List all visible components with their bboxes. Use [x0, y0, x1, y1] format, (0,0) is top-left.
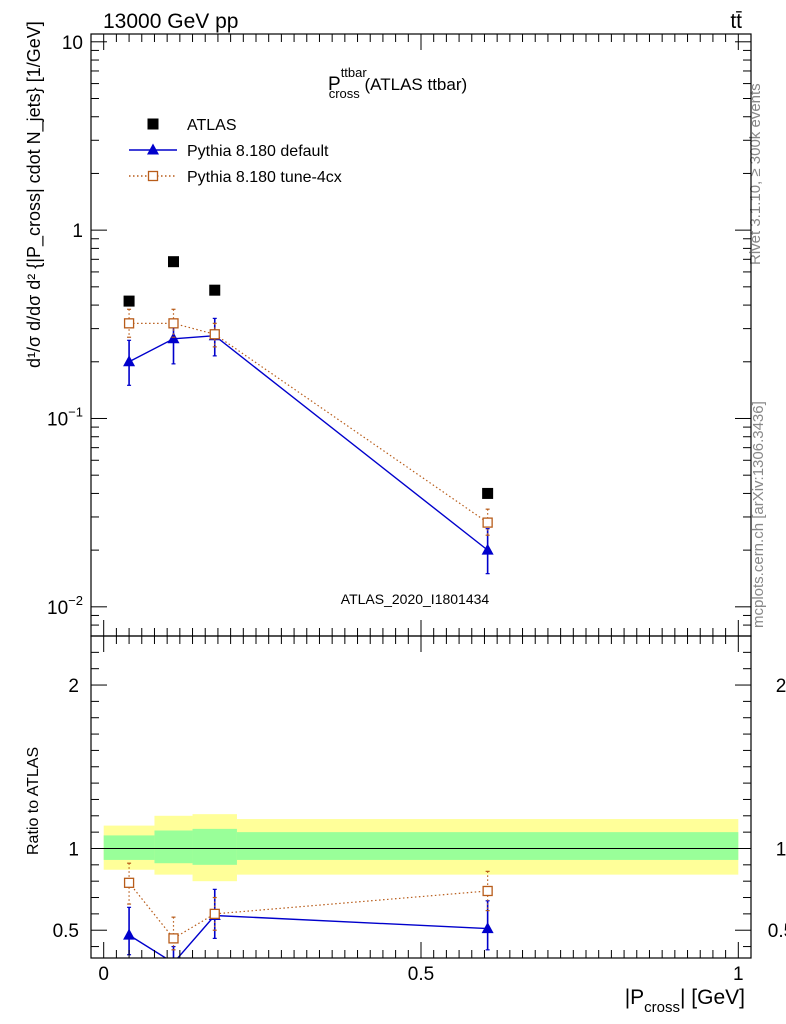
- ratio-point-pythia-8-180-default-3: [481, 922, 494, 934]
- main-title-sup: ttbar: [341, 65, 368, 80]
- legend-label-pythia-8-180-tune-4cx: Pythia 8.180 tune-4cx: [187, 169, 342, 186]
- main-point-pythia-8-180-tune-4cx-3: [482, 517, 493, 528]
- xlabel-suffix: | [GeV]: [680, 986, 745, 1009]
- main-line-pythia-8-180-default: [128, 335, 489, 551]
- ratio-data: [123, 862, 494, 958]
- band-inner-0: [103, 835, 155, 860]
- main-point-atlas-2: [209, 284, 221, 296]
- main-ytick-label-exp-1: −1: [68, 404, 83, 419]
- legend-marker-pythia-8-180-default: [147, 143, 159, 155]
- main-point-atlas-0: [123, 295, 135, 307]
- analysis-watermark: ATLAS_2020_I1801434: [341, 591, 490, 607]
- main-ytick-label-exp-0: −2: [68, 593, 83, 608]
- xtick-label-2: 1: [733, 964, 744, 985]
- band-inner-1: [154, 830, 193, 864]
- main-ytick-label-base-1: 10: [47, 409, 68, 430]
- main-data: [123, 256, 494, 575]
- xlabel-sub: cross: [644, 999, 680, 1016]
- ratio-point-pythia-8-180-tune-4cx-2: [209, 908, 220, 920]
- main-point-pythia-8-180-default-0: [123, 355, 136, 367]
- ratio-point-pythia-8-180-tune-4cx-0: [123, 877, 135, 888]
- ratio-point-pythia-8-180-tune-4cx-3: [482, 885, 493, 897]
- rivet-label: Rivet 3.1.10, ≥ 300k events: [747, 83, 764, 265]
- main-point-pythia-8-180-tune-4cx-0: [123, 318, 135, 329]
- ratio-ytick-label-right-2: 2: [776, 676, 786, 697]
- legend-label-atlas: ATLAS: [187, 117, 237, 134]
- ratio-point-pythia-8-180-default-0: [123, 928, 136, 940]
- ratio-line-pythia-8-180-tune-4cx: [128, 882, 488, 940]
- main-title-suffix: (ATLAS ttbar): [360, 75, 467, 94]
- xtick-label-0: 0: [98, 964, 109, 985]
- main-point-pythia-8-180-tune-4cx-1: [168, 318, 179, 329]
- main-line-pythia-8-180-tune-4cx: [129, 322, 488, 524]
- main-ytick-label-2: 1: [72, 221, 83, 242]
- main-ytick-label-1: 10−1: [47, 404, 83, 430]
- main-point-pythia-8-180-default-3: [481, 543, 494, 555]
- legend-marker-atlas: [147, 118, 159, 130]
- xlabel-main: |P: [625, 986, 644, 1009]
- mcplots-label: mcplots.cern.ch [arXiv:1306.3436]: [750, 401, 767, 628]
- main-point-pythia-8-180-tune-4cx-2: [209, 329, 220, 340]
- xtick-label-1: 0.5: [408, 964, 434, 985]
- header-left-label: 13000 GeV pp: [103, 10, 238, 33]
- ratio-ytick-label-left-1: 1: [68, 839, 79, 860]
- ratio-ytick-label-left-0: 0.5: [53, 921, 79, 942]
- ratio-ytick-label-right-0: 0.5: [768, 921, 786, 942]
- main-point-atlas-3: [482, 487, 494, 499]
- band-inner-2: [192, 828, 237, 865]
- ratio-frame: [90, 635, 752, 959]
- main-ytick-label-3: 10: [62, 33, 83, 54]
- ratio-line-pythia-8-180-default: [128, 914, 488, 958]
- main-ytick-label-base-0: 10: [47, 598, 68, 619]
- xlabel: |Pcross| [GeV]: [625, 986, 745, 1016]
- ratio-bands: [103, 814, 739, 882]
- ratio-ytick-label-right-1: 1: [776, 839, 786, 860]
- legend-label-pythia-8-180-default: Pythia 8.180 default: [187, 143, 329, 160]
- band-inner-3: [236, 832, 739, 860]
- main-title-main: P: [328, 74, 341, 95]
- ratio-ylabel: Ratio to ATLAS: [25, 747, 42, 855]
- main-ytick-label-0: 10−2: [47, 593, 83, 619]
- main-title: Pttbar cross (ATLAS ttbar): [328, 65, 467, 101]
- main-title-sub: cross: [329, 86, 361, 101]
- legend: ATLAS Pythia 8.180 default Pythia 8.180 tu…: [129, 117, 342, 186]
- main-point-atlas-1: [168, 256, 179, 268]
- header-right-label: tt̄: [730, 10, 742, 33]
- ratio-point-pythia-8-180-tune-4cx-1: [168, 933, 179, 944]
- ratio-ytick-label-left-2: 2: [68, 676, 79, 697]
- legend-marker-pythia-8-180-tune-4cx: [147, 170, 159, 182]
- main-ylabel: d¹/σ d/dσ d² {|P_cross| cdot N_jets} [1/…: [24, 21, 45, 368]
